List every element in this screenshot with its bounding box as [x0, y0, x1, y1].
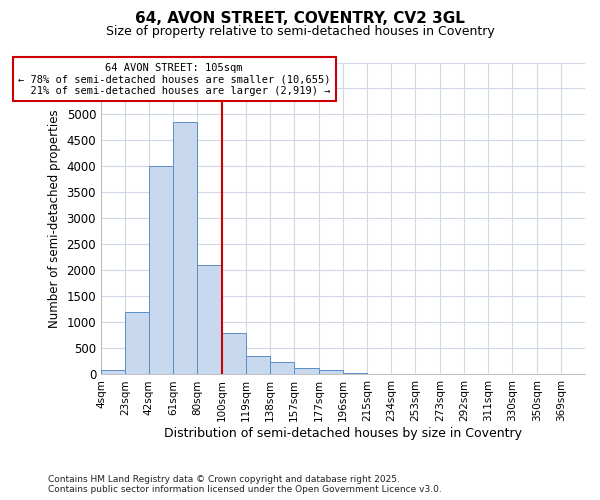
Text: Size of property relative to semi-detached houses in Coventry: Size of property relative to semi-detach…: [106, 25, 494, 38]
Bar: [222, 333, 246, 374]
Bar: [149, 166, 173, 374]
Text: 64, AVON STREET, COVENTRY, CV2 3GL: 64, AVON STREET, COVENTRY, CV2 3GL: [135, 11, 465, 26]
Bar: [173, 122, 197, 374]
X-axis label: Distribution of semi-detached houses by size in Coventry: Distribution of semi-detached houses by …: [164, 427, 522, 440]
Bar: [270, 362, 294, 374]
Bar: [246, 356, 270, 374]
Bar: [125, 312, 149, 374]
Bar: [343, 373, 367, 374]
Bar: [294, 368, 319, 374]
Bar: [101, 370, 125, 374]
Text: Contains HM Land Registry data © Crown copyright and database right 2025.
Contai: Contains HM Land Registry data © Crown c…: [48, 474, 442, 494]
Y-axis label: Number of semi-detached properties: Number of semi-detached properties: [48, 109, 61, 328]
Text: 64 AVON STREET: 105sqm
← 78% of semi-detached houses are smaller (10,655)
  21% : 64 AVON STREET: 105sqm ← 78% of semi-det…: [18, 62, 331, 96]
Bar: [197, 266, 222, 374]
Bar: [319, 370, 343, 374]
